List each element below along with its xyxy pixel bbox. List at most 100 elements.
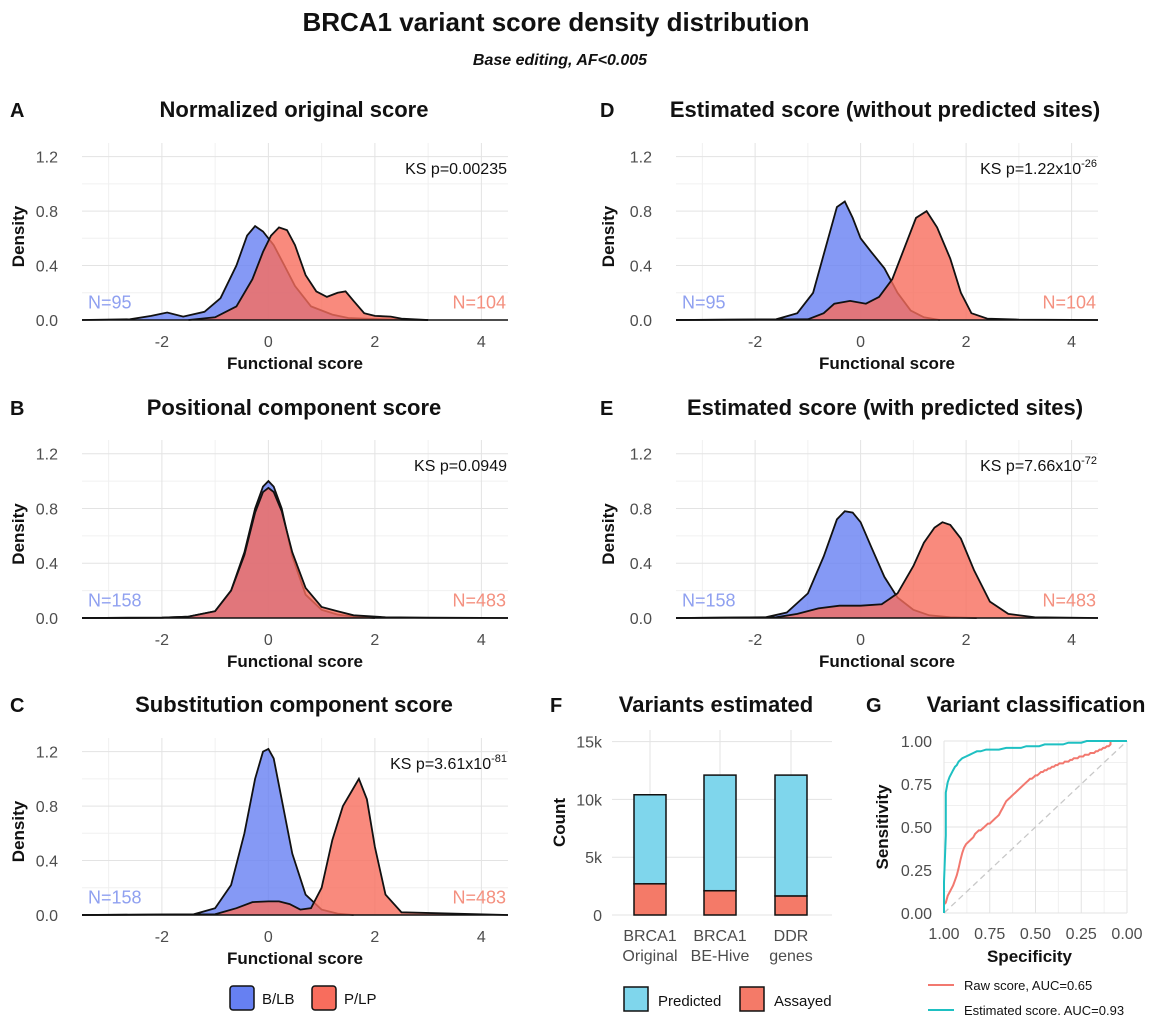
x-tick-label: 4 [1067, 632, 1076, 649]
x-tick-label: 0.25 [1066, 926, 1097, 943]
n-label-plp: N=483 [452, 590, 506, 610]
roc-curve-estimated [943, 740, 1127, 913]
y-tick-label: 0.4 [630, 556, 652, 573]
x-tick-label: 2 [962, 632, 971, 649]
y-tick-label: 0 [593, 908, 602, 925]
density-area-plp [82, 487, 508, 618]
legend-label-raw: Raw score, AUC=0.65 [964, 978, 1092, 993]
y-tick-label: 0.8 [36, 799, 58, 816]
y-tick-label: 1.2 [630, 447, 652, 464]
n-label-blb: N=95 [682, 292, 726, 312]
n-label-plp: N=483 [1042, 590, 1096, 610]
n-label-blb: N=158 [682, 590, 736, 610]
x-tick-label: 2 [370, 929, 379, 946]
y-axis-title: Count [550, 798, 569, 847]
panel-title: Variants estimated [619, 692, 813, 717]
legend-label-predicted: Predicted [658, 993, 721, 1010]
y-tick-label: 0.0 [36, 611, 58, 628]
x-tick-label: -2 [155, 929, 169, 946]
y-axis-title: Sensitivity [873, 784, 892, 870]
y-tick-label: 1.2 [36, 150, 58, 167]
density-line-plp [675, 521, 1099, 619]
y-tick-label: 0.0 [630, 313, 652, 330]
density-area-blb [676, 201, 940, 320]
panel-title: Estimated score (without predicted sites… [670, 97, 1100, 122]
ks-test-label: KS p=1.22x10-26 [980, 158, 1097, 178]
y-tick-label: 0.8 [630, 204, 652, 221]
x-axis-title: Functional score [227, 354, 363, 373]
y-tick-label: 5k [585, 850, 603, 867]
n-label-blb: N=95 [88, 292, 132, 312]
roc-curve-raw [943, 740, 1127, 913]
legend-key-plp [311, 985, 337, 1011]
ks-test-label: KS p=3.61x10-81 [390, 753, 507, 773]
legend-label-assayed: Assayed [774, 993, 832, 1010]
density-legend: B/LB P/LP [229, 985, 377, 1011]
x-tick-label: BE-Hive [691, 948, 750, 965]
y-tick-label: 0.4 [36, 259, 58, 276]
panel-letter: A [10, 100, 24, 122]
x-axis-title: Functional score [819, 652, 955, 671]
x-tick-label: 0.00 [1111, 926, 1142, 943]
x-tick-label: BRCA1 [623, 928, 676, 945]
x-axis-title: Specificity [987, 947, 1073, 966]
panel-title: Normalized original score [160, 97, 429, 122]
panel-letter: D [600, 100, 614, 122]
bar-assayed [703, 889, 737, 916]
ks-label-base: KS p=1.22x10 [980, 161, 1081, 178]
x-axis-title: Functional score [227, 652, 363, 671]
panel-g-roc-chart: G Variant classification 1.00 0.75 0.50 0.25 0… [866, 692, 1145, 966]
ks-label-base: KS p=3.61x10 [390, 756, 491, 773]
x-tick-label: 0.50 [1020, 926, 1051, 943]
n-label-blb: N=158 [88, 887, 142, 907]
y-axis-title: Density [9, 503, 28, 565]
bar-predicted [633, 794, 667, 885]
bar-predicted [774, 774, 808, 897]
y-tick-label: 10k [576, 792, 603, 809]
n-label-plp: N=483 [452, 887, 506, 907]
x-tick-label: 4 [477, 929, 486, 946]
density-area-blb [676, 511, 977, 618]
n-label-plp: N=104 [1042, 292, 1096, 312]
x-tick-label: -2 [155, 334, 169, 351]
x-tick-label: -2 [748, 632, 762, 649]
n-label-blb: N=158 [88, 590, 142, 610]
panel-title: Positional component score [147, 395, 442, 420]
panel-f-bar-chart: F Variants estimated 0 5k 10k 15k Count BRCA1 Or… [550, 692, 832, 965]
x-tick-label: 2 [962, 334, 971, 351]
panel-c-density-chart: C Substitution component score -2 0 2 4 0.0 0.4… [9, 692, 509, 968]
y-tick-label: 0.4 [630, 259, 652, 276]
y-tick-label: 1.2 [36, 447, 58, 464]
density-area-plp [676, 211, 1098, 320]
panel-a-density-chart: A Normalized original score -2 0 2 4 0.0 0.4 0.8… [9, 97, 508, 373]
legend-label-estimated: Estimated score. AUC=0.93 [964, 1003, 1124, 1018]
x-tick-label: 0.75 [974, 926, 1005, 943]
x-tick-label: 0 [856, 632, 865, 649]
panel-letter: B [10, 398, 24, 420]
x-tick-label: 0 [264, 334, 273, 351]
x-tick-label: genes [769, 948, 813, 965]
roc-legend: Raw score, AUC=0.65 Estimated score. AUC… [928, 978, 1124, 1018]
y-tick-label: 0.8 [36, 501, 58, 518]
y-tick-label: 0.8 [630, 501, 652, 518]
density-area-plp [676, 522, 1098, 618]
legend-key-blb [229, 985, 255, 1011]
ks-label-exponent: -81 [491, 753, 507, 765]
panel-letter: E [600, 398, 613, 420]
panel-letter: F [550, 695, 562, 717]
y-tick-label: 0.0 [36, 908, 58, 925]
panel-title: Estimated score (with predicted sites) [687, 395, 1083, 420]
x-tick-label: 1.00 [928, 926, 959, 943]
ks-test-label: KS p=7.66x10-72 [980, 455, 1097, 475]
legend-key-predicted [623, 986, 649, 1012]
x-tick-label: BRCA1 [693, 928, 746, 945]
density-area-blb [82, 748, 354, 915]
x-tick-label: 0 [264, 632, 273, 649]
panel-title: Variant classification [927, 692, 1146, 717]
panel-b-density-chart: B Positional component score -2 0 2 4 0.0 0.4 0.… [9, 395, 509, 671]
x-tick-label: 4 [477, 632, 486, 649]
bar-predicted [703, 774, 737, 892]
y-axis-title: Density [9, 800, 28, 862]
x-tick-label: 0 [856, 334, 865, 351]
y-axis-title: Density [599, 503, 618, 565]
